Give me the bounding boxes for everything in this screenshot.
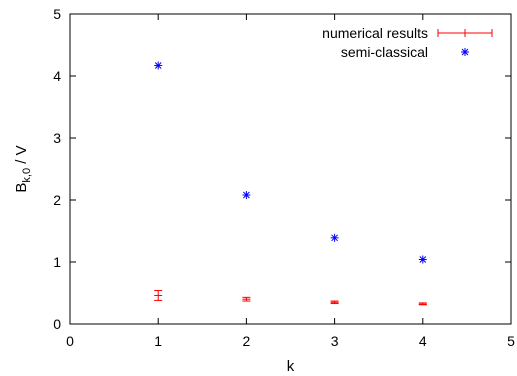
x-tick-label: 4 [419,333,427,349]
y-tick-label: 1 [53,254,61,270]
y-tick-label: 5 [53,6,61,22]
marker-stroke [419,256,427,263]
axis-ticks: 0 1 2 3 4 5 0 1 2 3 4 5 [53,6,515,349]
marker-stroke [154,62,162,69]
legend-label-numerical: numerical results [322,25,428,41]
x-tick-label: 2 [243,333,251,349]
legend-swatch-numerical [437,29,493,37]
legend: numerical results semi-classical [322,25,493,60]
data-point-errorbar [154,290,163,301]
y-axis-label: Bk,0 / V [13,145,33,192]
marker-stroke [331,234,338,242]
x-axis-label: k [287,358,295,375]
legend-swatch-semi-classical [461,48,469,56]
y-tick-label: 4 [53,68,61,84]
y-tick-label: 2 [53,192,61,208]
marker-stroke [243,191,250,199]
data-point-asterisk [242,191,251,200]
x-tick-label: 1 [154,333,162,349]
data-point-asterisk [154,61,163,70]
y-tick-label: 3 [53,130,61,146]
data-point-errorbar [242,296,251,302]
marker-stroke [461,48,469,56]
data-point-errorbar [330,300,339,305]
legend-label-semi-classical: semi-classical [341,44,428,60]
x-tick-label: 5 [507,333,515,349]
data-point-errorbar [418,302,427,306]
y-axis-label-main: B [13,183,30,193]
series-semi-classical [154,61,427,264]
plot-border [69,13,512,325]
plot-frame [69,13,512,325]
x-tick-label: 3 [331,333,339,349]
y-axis-label-suffix: / V [13,145,30,168]
data-point-asterisk [418,255,427,264]
data-point-asterisk [330,233,339,242]
series-numerical [154,290,427,306]
y-tick-label: 0 [53,316,61,332]
y-axis-label-subscript: k,0 [21,168,33,183]
x-tick-label: 0 [66,333,74,349]
data-layer [154,61,427,306]
